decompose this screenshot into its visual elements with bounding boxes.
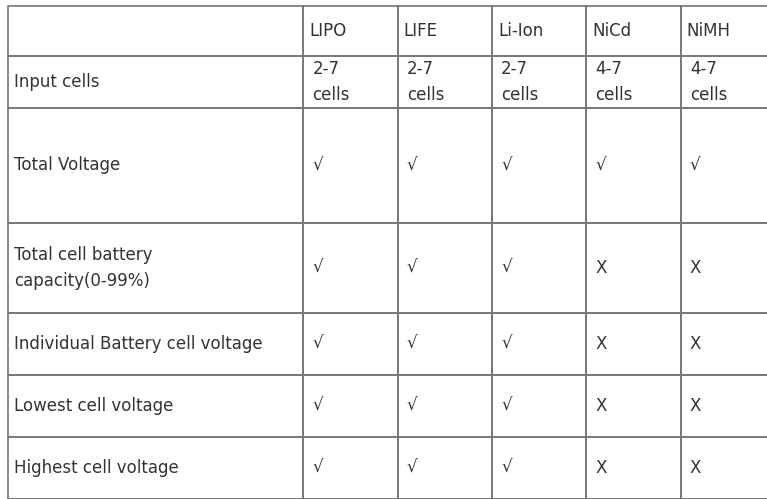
Text: X: X xyxy=(595,259,607,277)
Text: LIPO: LIPO xyxy=(309,22,347,40)
Bar xyxy=(303,56,397,108)
Text: 2-7
cells: 2-7 cells xyxy=(312,60,350,104)
Bar xyxy=(303,108,397,223)
Text: √: √ xyxy=(312,459,323,477)
Bar xyxy=(492,223,586,313)
Bar xyxy=(492,56,586,108)
Bar xyxy=(586,56,680,108)
Text: √: √ xyxy=(501,259,512,277)
Bar xyxy=(680,313,767,375)
Bar xyxy=(492,108,586,223)
Bar xyxy=(397,6,492,56)
Bar xyxy=(680,437,767,499)
Text: 2-7
cells: 2-7 cells xyxy=(501,60,538,104)
Text: √: √ xyxy=(312,335,323,353)
Text: √: √ xyxy=(312,157,323,175)
Text: √: √ xyxy=(501,335,512,353)
Bar xyxy=(680,6,767,56)
Bar xyxy=(680,223,767,313)
Text: √: √ xyxy=(501,459,512,477)
Text: X: X xyxy=(690,459,701,477)
Bar xyxy=(492,437,586,499)
Bar xyxy=(397,375,492,437)
Text: √: √ xyxy=(407,259,417,277)
Text: Total cell battery
capacity(0-99%): Total cell battery capacity(0-99%) xyxy=(14,247,153,289)
Bar xyxy=(397,313,492,375)
Text: X: X xyxy=(690,259,701,277)
Text: √: √ xyxy=(407,335,417,353)
Bar xyxy=(303,375,397,437)
Bar xyxy=(303,6,397,56)
Text: √: √ xyxy=(407,397,417,415)
Text: X: X xyxy=(595,397,607,415)
Bar xyxy=(397,437,492,499)
Bar xyxy=(8,437,303,499)
Bar xyxy=(8,6,303,56)
Bar xyxy=(586,223,680,313)
Text: Individual Battery cell voltage: Individual Battery cell voltage xyxy=(14,335,263,353)
Bar xyxy=(680,375,767,437)
Bar xyxy=(303,223,397,313)
Bar xyxy=(8,223,303,313)
Bar xyxy=(8,313,303,375)
Bar xyxy=(303,437,397,499)
Text: √: √ xyxy=(690,157,700,175)
Bar xyxy=(397,223,492,313)
Bar xyxy=(492,6,586,56)
Text: √: √ xyxy=(407,157,417,175)
Bar xyxy=(303,313,397,375)
Text: √: √ xyxy=(407,459,417,477)
Text: X: X xyxy=(595,459,607,477)
Bar xyxy=(8,108,303,223)
Bar xyxy=(8,56,303,108)
Bar xyxy=(492,375,586,437)
Bar xyxy=(680,108,767,223)
Bar xyxy=(586,437,680,499)
Text: NiCd: NiCd xyxy=(592,22,631,40)
Bar xyxy=(680,56,767,108)
Text: X: X xyxy=(690,335,701,353)
Text: 4-7
cells: 4-7 cells xyxy=(690,60,727,104)
Bar xyxy=(397,108,492,223)
Text: Total Voltage: Total Voltage xyxy=(14,157,120,175)
Text: √: √ xyxy=(312,397,323,415)
Text: 4-7
cells: 4-7 cells xyxy=(595,60,633,104)
Text: √: √ xyxy=(501,157,512,175)
Text: √: √ xyxy=(312,259,323,277)
Bar xyxy=(8,375,303,437)
Bar xyxy=(397,56,492,108)
Text: Lowest cell voltage: Lowest cell voltage xyxy=(14,397,173,415)
Text: X: X xyxy=(595,335,607,353)
Text: Input cells: Input cells xyxy=(14,73,100,91)
Text: Li-Ion: Li-Ion xyxy=(498,22,543,40)
Text: X: X xyxy=(690,397,701,415)
Text: NiMH: NiMH xyxy=(686,22,731,40)
Bar xyxy=(586,313,680,375)
Bar xyxy=(492,313,586,375)
Text: Highest cell voltage: Highest cell voltage xyxy=(14,459,179,477)
Bar xyxy=(586,375,680,437)
Text: √: √ xyxy=(501,397,512,415)
Text: 2-7
cells: 2-7 cells xyxy=(407,60,444,104)
Bar xyxy=(586,108,680,223)
Bar xyxy=(586,6,680,56)
Text: LIFE: LIFE xyxy=(403,22,438,40)
Text: √: √ xyxy=(595,157,606,175)
